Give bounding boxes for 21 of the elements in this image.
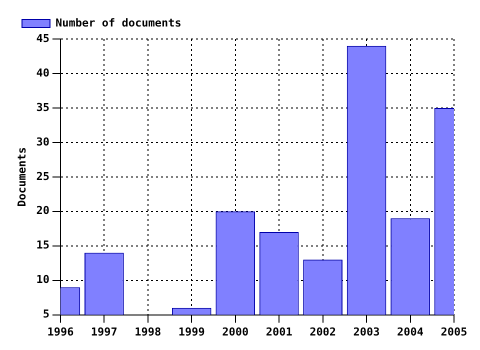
y-tick-label: 30 <box>36 135 50 148</box>
x-tick-label: 2001 <box>266 325 293 338</box>
x-tick-label: 1997 <box>90 325 118 338</box>
x-tick-label: 2003 <box>353 325 380 338</box>
legend-label: Number of documents <box>56 16 182 30</box>
y-tick-label: 40 <box>36 66 50 80</box>
x-tick-label: 2002 <box>310 325 336 338</box>
x-tick-label: 1999 <box>178 325 205 338</box>
x-tick-label: 2005 <box>440 325 468 338</box>
y-tick-label: 35 <box>36 100 50 114</box>
x-tick-label: 2000 <box>222 325 249 338</box>
y-tick-label: 25 <box>36 170 50 183</box>
y-tick-label: 5 <box>42 308 50 321</box>
y-tick-label: 20 <box>36 204 50 218</box>
y-tick-label: 15 <box>36 238 50 252</box>
y-tick-label: 10 <box>36 273 50 286</box>
x-tick-label: 2004 <box>397 325 424 338</box>
y-axis-title: Documents <box>15 147 28 207</box>
x-tick-label: 1996 <box>47 325 74 338</box>
y-tick-label: 45 <box>36 32 50 45</box>
x-tick-label: 1998 <box>134 325 162 338</box>
